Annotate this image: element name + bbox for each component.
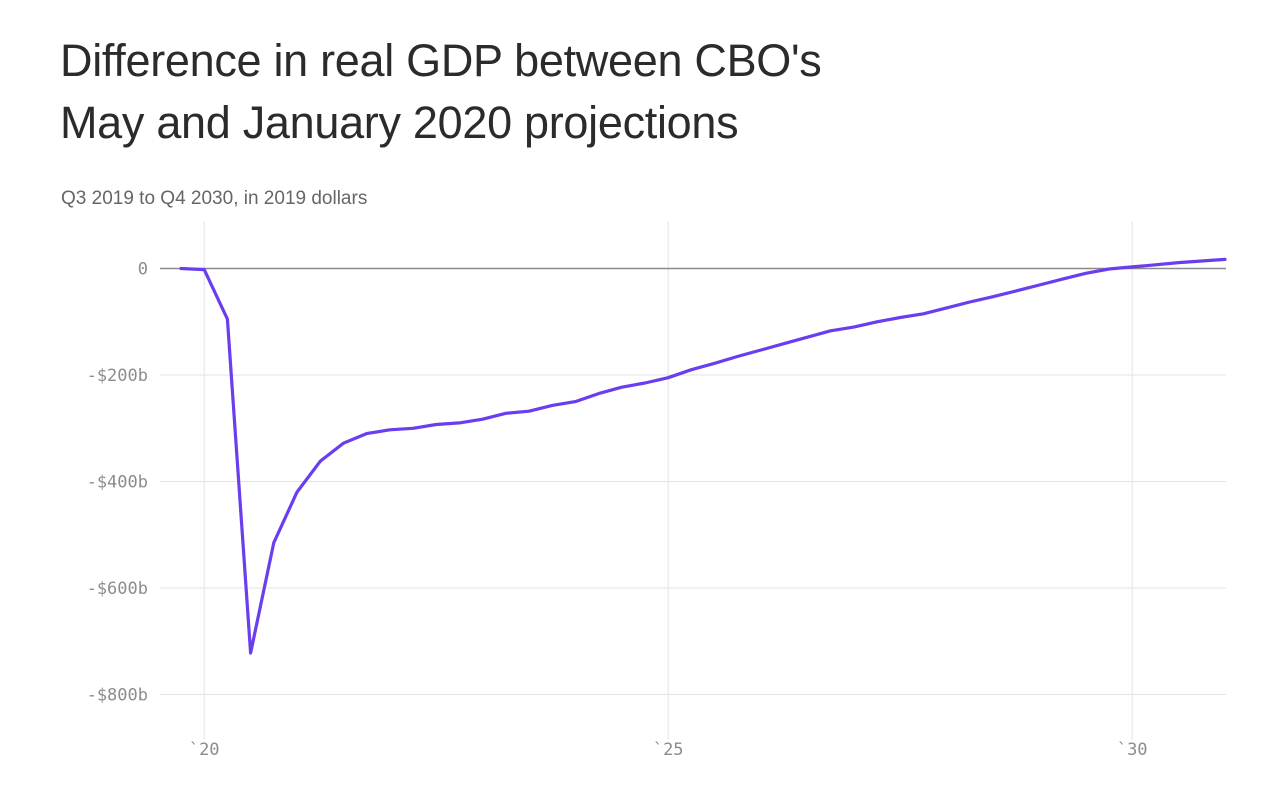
chart-title-line-2: May and January 2020 projections [60, 97, 739, 148]
data-point[interactable] [291, 486, 303, 498]
data-point[interactable] [1010, 285, 1022, 297]
data-point[interactable] [732, 350, 744, 362]
data-point[interactable] [407, 422, 419, 434]
data-point[interactable] [430, 419, 442, 431]
data-point[interactable] [569, 396, 581, 408]
data-point[interactable] [1057, 273, 1069, 285]
y-tick-label: -$200b [87, 366, 148, 386]
data-point[interactable] [1126, 261, 1138, 273]
data-point[interactable] [662, 372, 674, 384]
data-point[interactable] [964, 296, 976, 308]
data-point[interactable] [1080, 267, 1092, 279]
data-point[interactable] [755, 344, 767, 356]
data-point[interactable] [221, 313, 233, 325]
data-point[interactable] [523, 405, 535, 417]
data-point[interactable] [848, 321, 860, 333]
gridlines [160, 221, 1226, 740]
data-point[interactable] [917, 308, 929, 320]
data-point[interactable] [987, 291, 999, 303]
y-tick-label: -$600b [87, 579, 148, 599]
data-point[interactable] [198, 264, 210, 276]
data-point[interactable] [894, 312, 906, 324]
data-point[interactable] [500, 407, 512, 419]
data-point[interactable] [825, 325, 837, 337]
data-point[interactable] [361, 428, 373, 440]
chart-title: Difference in real GDP between CBO's May… [60, 30, 1160, 154]
data-point[interactable] [477, 413, 489, 425]
data-point[interactable] [639, 377, 651, 389]
chart-title-line-1: Difference in real GDP between CBO's [60, 35, 822, 86]
data-point[interactable] [314, 455, 326, 467]
data-point[interactable] [1149, 259, 1161, 271]
data-point[interactable] [268, 537, 280, 549]
data-point[interactable] [384, 424, 396, 436]
data-point[interactable] [453, 417, 465, 429]
x-tick-label: `25 [653, 740, 684, 760]
y-tick-label: 0 [138, 260, 148, 280]
data-point[interactable] [941, 302, 953, 314]
data-point[interactable] [593, 388, 605, 400]
data-point[interactable] [1173, 257, 1185, 269]
data-point[interactable] [1219, 253, 1231, 265]
data-point[interactable] [616, 381, 628, 393]
data-point[interactable] [1033, 279, 1045, 291]
series-layer [175, 253, 1231, 659]
data-point[interactable] [685, 364, 697, 376]
y-tick-label: -$800b [87, 686, 148, 706]
data-point[interactable] [778, 338, 790, 350]
data-point[interactable] [1103, 263, 1115, 275]
data-point[interactable] [801, 331, 813, 343]
data-point[interactable] [871, 316, 883, 328]
x-tick-label: `20 [189, 740, 220, 760]
data-point[interactable] [1196, 255, 1208, 267]
data-point[interactable] [709, 357, 721, 369]
axis-labels: `20 `25 `30 0 -$200b -$400b -$600b -$800b [87, 260, 1148, 761]
x-tick-label: `30 [1117, 740, 1148, 760]
series-line [179, 257, 1227, 655]
data-point[interactable] [337, 437, 349, 449]
chart-subtitle: Q3 2019 to Q4 2030, in 2019 dollars [61, 188, 368, 209]
data-point[interactable] [175, 263, 187, 275]
y-tick-label: -$400b [87, 473, 148, 493]
data-point[interactable] [546, 399, 558, 411]
data-point[interactable] [245, 647, 257, 659]
